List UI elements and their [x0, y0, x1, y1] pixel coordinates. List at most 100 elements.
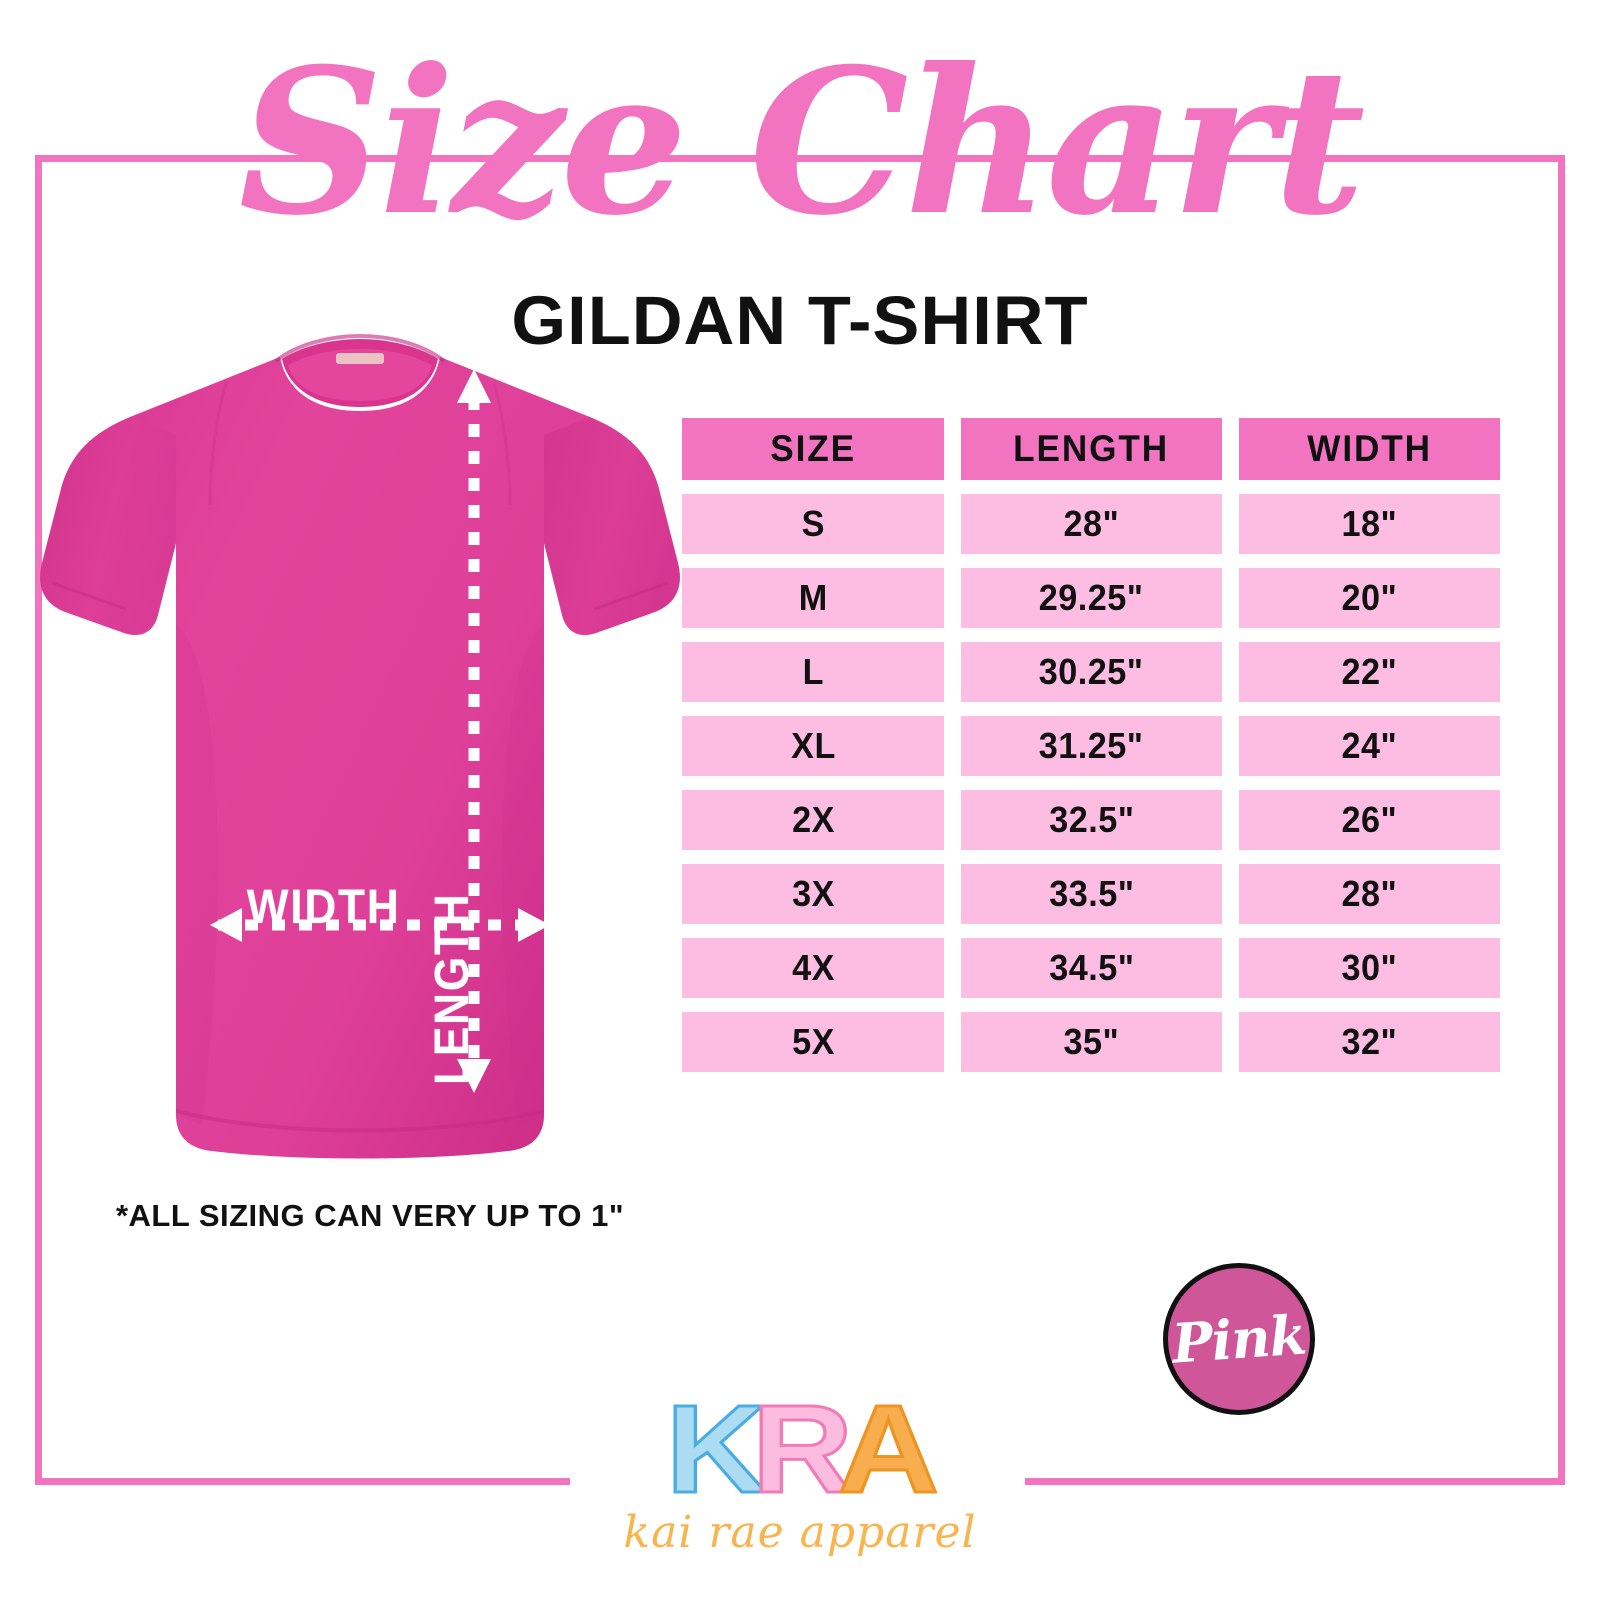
tshirt-right-shadow [502, 625, 544, 1125]
table-header-row: SIZE LENGTH WIDTH [682, 418, 1500, 480]
column-header-size: SIZE [682, 418, 945, 480]
column-header-width-label: WIDTH [1306, 428, 1432, 469]
cell-width-value: 26" [1341, 799, 1398, 840]
page-subtitle: GILDAN T-SHIRT [511, 282, 1089, 359]
table-row: 4X 34.5" 30" [682, 938, 1500, 998]
cell-width-value: 24" [1341, 725, 1398, 766]
tshirt-illustration: WIDTH LENGTH [30, 325, 690, 1185]
table-row: 5X 35" 32" [682, 1012, 1500, 1072]
cell-length: 29.25" [961, 568, 1222, 628]
size-table: SIZE LENGTH WIDTH S 28" 18" M 29.25" 20"… [682, 418, 1500, 1086]
width-arrow-head-right [518, 908, 550, 942]
tshirt-svg [40, 333, 680, 1159]
tshirt-left-sleeve-hem [51, 581, 127, 611]
cell-size: L [682, 642, 945, 702]
cell-length: 32.5" [961, 790, 1222, 850]
cell-width: 30" [1238, 938, 1500, 998]
logo-letter-a: A [836, 1380, 941, 1519]
cell-length-value: 29.25" [1039, 577, 1144, 618]
tshirt-right-sleeve-hem [593, 581, 669, 611]
cell-length-value: 28" [1063, 503, 1120, 544]
cell-width: 28" [1238, 864, 1500, 924]
cell-length: 30.25" [961, 642, 1222, 702]
cell-size: XL [682, 716, 945, 776]
cell-width: 18" [1238, 494, 1500, 554]
brand-tagline: kai rae apparel [623, 1507, 977, 1558]
tshirt-body [40, 335, 680, 1159]
cell-width-value: 22" [1341, 651, 1398, 692]
table-row: 2X 32.5" 26" [682, 790, 1500, 850]
cell-size: M [682, 568, 945, 628]
cell-size-value: S [801, 503, 825, 544]
width-dimension-label: WIDTH [246, 881, 401, 934]
color-swatch-label: Pink [1170, 1302, 1308, 1376]
cell-size-value: L [802, 651, 824, 692]
cell-length: 33.5" [961, 864, 1222, 924]
table-row: S 28" 18" [682, 494, 1500, 554]
cell-length-value: 33.5" [1048, 873, 1135, 914]
column-header-length: LENGTH [961, 418, 1222, 480]
frame-border-left [35, 155, 42, 1485]
cell-length: 28" [961, 494, 1222, 554]
tshirt-right-sleeve [544, 417, 680, 635]
logo-letter-r: R [750, 1380, 855, 1519]
cell-width-value: 20" [1341, 577, 1398, 618]
cell-length: 34.5" [961, 938, 1222, 998]
cell-size: 3X [682, 864, 945, 924]
brand-logo-letters: KRA [600, 1380, 1000, 1519]
sizing-disclaimer: *ALL SIZING CAN VERY UP TO 1" [115, 1198, 625, 1233]
cell-length-value: 34.5" [1048, 947, 1135, 988]
color-swatch-badge: Pink [1163, 1263, 1315, 1415]
table-row: XL 31.25" 24" [682, 716, 1500, 776]
cell-length-value: 30.25" [1039, 651, 1144, 692]
cell-width: 20" [1238, 568, 1500, 628]
cell-size-value: XL [790, 725, 836, 766]
cell-size-value: M [798, 577, 828, 618]
frame-border-bottom-left [35, 1478, 570, 1485]
tshirt-left-shoulder-seam [208, 382, 228, 506]
cell-size-value: 4X [791, 947, 835, 988]
cell-width-value: 28" [1341, 873, 1398, 914]
cell-size-value: 2X [791, 799, 835, 840]
frame-border-right [1558, 155, 1565, 1485]
cell-width: 24" [1238, 716, 1500, 776]
cell-width-value: 32" [1341, 1021, 1398, 1062]
tshirt-right-shoulder-seam [492, 382, 512, 506]
column-header-size-label: SIZE [770, 428, 857, 469]
cell-width: 22" [1238, 642, 1500, 702]
cell-size-value: 5X [791, 1021, 835, 1062]
tshirt-left-sleeve [40, 417, 176, 635]
cell-width: 26" [1238, 790, 1500, 850]
frame-border-bottom-right [1025, 1478, 1565, 1485]
table-row: M 29.25" 20" [682, 568, 1500, 628]
cell-width: 32" [1238, 1012, 1500, 1072]
cell-size: 4X [682, 938, 945, 998]
length-arrow-head-bottom [457, 1059, 491, 1093]
width-arrow-head-left [210, 908, 242, 942]
logo-letter-k: K [664, 1380, 769, 1519]
cell-width-value: 30" [1341, 947, 1398, 988]
tshirt-collar-stitch [274, 333, 446, 363]
column-header-length-label: LENGTH [1013, 428, 1170, 469]
frame-border-top [35, 155, 1565, 162]
brand-logo: KRA kai rae apparel [600, 1380, 1000, 1585]
page-title: Size Chart [238, 25, 1366, 260]
tshirt-neck-tag [336, 353, 384, 364]
tshirt-collar-inner [288, 349, 432, 401]
tshirt-left-shadow [176, 625, 218, 1125]
cell-length-value: 32.5" [1048, 799, 1135, 840]
length-arrow-head-top [457, 369, 491, 403]
cell-width-value: 18" [1341, 503, 1398, 544]
cell-length: 31.25" [961, 716, 1222, 776]
cell-size: 5X [682, 1012, 945, 1072]
cell-length-value: 35" [1063, 1021, 1120, 1062]
cell-length: 35" [961, 1012, 1222, 1072]
cell-size: 2X [682, 790, 945, 850]
cell-length-value: 31.25" [1039, 725, 1144, 766]
table-row: 3X 33.5" 28" [682, 864, 1500, 924]
length-dimension-label: LENGTH [426, 892, 479, 1085]
table-row: L 30.25" 22" [682, 642, 1500, 702]
column-header-width: WIDTH [1238, 418, 1500, 480]
cell-size-value: 3X [791, 873, 835, 914]
